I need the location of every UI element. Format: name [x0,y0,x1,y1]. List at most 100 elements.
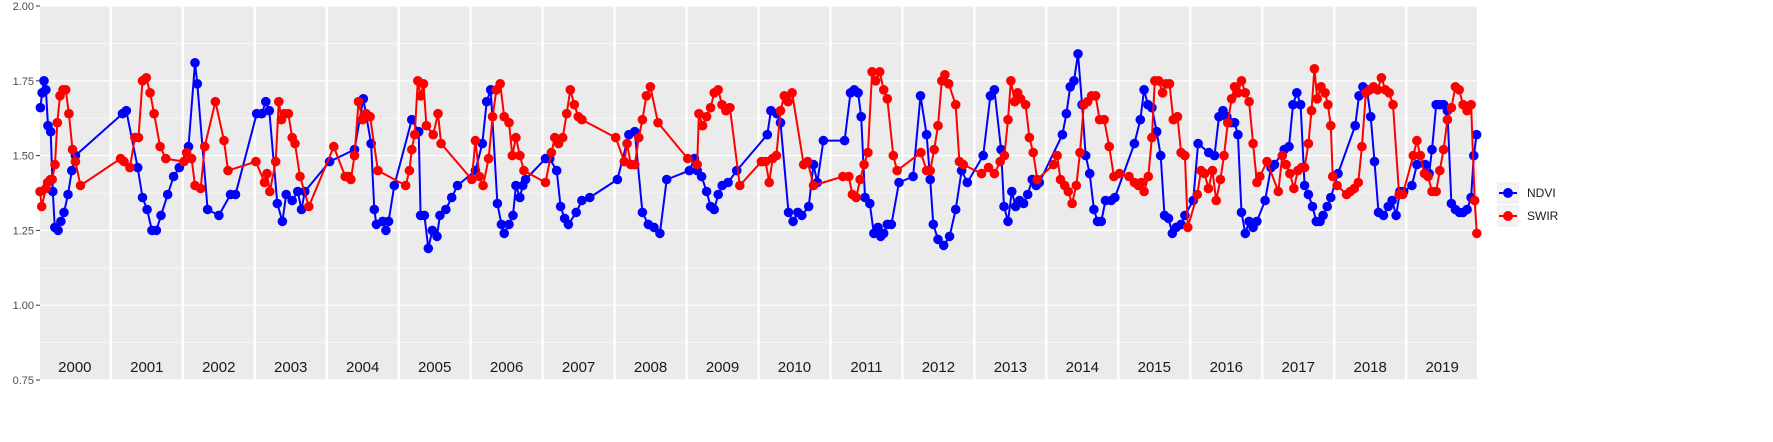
ndvi-point [137,192,148,203]
swir-point [1306,105,1317,116]
swir-point [783,96,793,107]
ndvi-point [272,198,283,209]
ndvi-point [59,207,69,218]
swir-point [622,138,632,149]
swir-point [1063,186,1074,197]
swir-point [1183,222,1193,233]
swir-point [1277,150,1288,161]
ndvi-point [989,85,1000,95]
swir-point [634,132,644,143]
ndvi-point [504,219,514,230]
ndvi-point [1022,189,1033,200]
swir-point [47,174,57,185]
swir-point [283,108,294,119]
swir-point [610,132,621,143]
swir-point [290,138,300,149]
swir-point [1153,76,1164,86]
ndvi-point [1003,216,1013,227]
year-panel-label: 2000 [58,359,91,376]
swir-point [478,180,488,191]
swir-point [259,177,270,188]
swir-point [436,138,446,149]
ndvi-point [257,108,267,119]
ndvi-point [709,204,719,215]
ndvi-point [287,195,298,206]
ndvi-point [230,189,241,200]
swir-point [1273,186,1284,197]
ndvi-point [944,231,955,242]
swir-point [1226,94,1237,104]
ndvi-point [1073,49,1083,59]
year-panel-label: 2002 [202,359,235,376]
swir-point [735,180,745,191]
swir-point [1090,91,1101,101]
ndvi-point [894,177,904,188]
ndvi-point [369,204,380,215]
swir-point [983,162,994,173]
swir-point [346,174,356,185]
year-panel-label: 2013 [994,359,1027,376]
ndvi-point [1061,108,1072,119]
swir-point [415,91,426,101]
swir-point [1357,141,1367,152]
swir-point [1071,180,1082,191]
ndvi-point [53,225,63,236]
swir-point [504,117,514,128]
ndvi-point [577,195,587,206]
swir-point [929,144,939,155]
swir-point [1028,147,1038,158]
swir-point [989,168,1000,179]
swir-point [1412,135,1422,146]
ndvi-point [999,201,1009,212]
swir-point [925,165,935,176]
ndvi-point [886,219,897,230]
swir-point [155,141,165,152]
ndvi-point [1318,210,1328,221]
ndvi-point [563,219,574,230]
ndvi-point [1252,216,1262,227]
ndvi-point [933,234,943,245]
swir-point [1104,141,1114,152]
swir-point [199,141,210,152]
ndvi-point [1260,195,1270,206]
year-panel-label: 2017 [1282,359,1315,376]
swir-point [1114,168,1125,179]
ndvi-point [762,129,773,140]
swir-point [251,156,261,167]
ndvi-point [446,192,457,203]
swir-point [540,177,551,188]
swir-point [933,120,943,131]
swir-point [1032,174,1042,185]
ndvi-point [35,102,46,113]
swir-point [467,174,477,185]
y-tick-label: 2.00 [13,1,34,13]
swir-point [1003,114,1013,125]
ndvi-point [1147,102,1157,113]
ndvi-point [1387,195,1397,206]
ndvi-point [585,192,595,203]
ndvi-point [67,165,77,176]
ndvi-series [35,49,1482,254]
swir-point [1236,76,1247,86]
ndvi-point [1084,168,1095,179]
swir-point [859,159,869,170]
swir-point [223,165,233,176]
swir-point [125,162,135,173]
swir-point [52,117,63,128]
swir-point [1172,111,1183,122]
swir-point [1099,114,1109,125]
swir-point [1203,183,1214,194]
ndvi-point [1163,213,1174,224]
ndvi-point [661,174,672,185]
swir-point [1303,138,1314,149]
swir-point [418,79,429,89]
ndvi-point [649,222,659,233]
ndvi-point [132,162,143,173]
swir-point [999,150,1010,161]
ndvi-point [1299,180,1310,191]
ndvi-point [1365,111,1376,122]
swir-point [870,76,881,86]
ndvi-point [915,91,926,101]
swir-point [771,150,782,161]
ndvi-point [192,79,203,89]
